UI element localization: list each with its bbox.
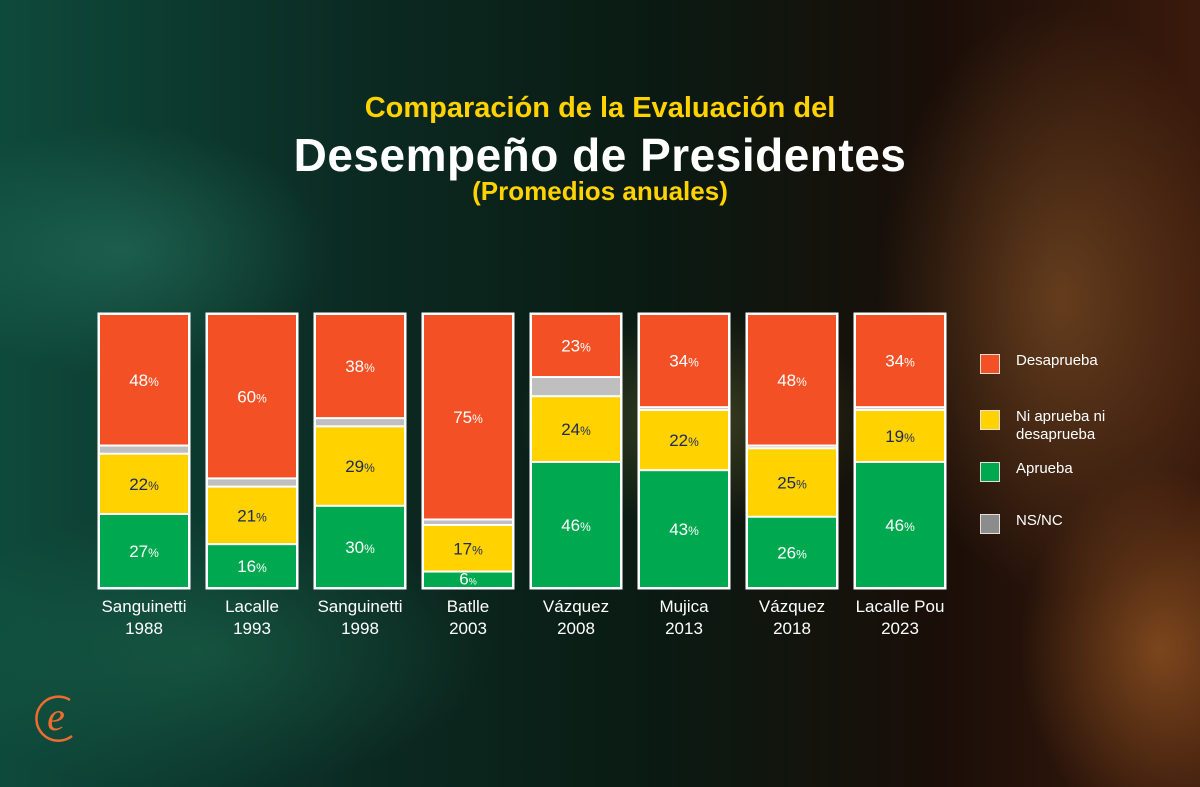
bar-segment-nsnc [640, 408, 728, 409]
bar-segment-aprueba [532, 462, 620, 587]
x-tick-year: 2008 [557, 619, 595, 638]
bar-segment-desaprueba [208, 315, 296, 478]
data-label-desaprueba: 60% [237, 387, 267, 406]
data-label-desaprueba: 38% [345, 357, 375, 376]
data-label-desaprueba: 75% [453, 408, 483, 427]
data-label-ni: 29% [345, 457, 375, 476]
x-tick-year: 1998 [341, 619, 379, 638]
bar-segment-desaprueba [100, 315, 188, 445]
legend-item-aprueba: Aprueba [980, 460, 1156, 482]
title-line-2: Desempeño de Presidentes [293, 129, 907, 181]
x-tick-year: 1988 [125, 619, 163, 638]
legend-label: Ni aprueba ni desaprueba [1016, 408, 1106, 443]
data-label-aprueba: 6% [459, 569, 476, 588]
brand-logo-icon: e [35, 694, 73, 742]
data-label-aprueba: 46% [885, 516, 915, 535]
bar-segment-ni [856, 410, 944, 461]
data-label-ni: 24% [561, 420, 591, 439]
bar-segment-desaprueba [532, 315, 620, 377]
bar-segment-aprueba [316, 506, 404, 587]
title-line-1: Comparación de la Evaluación del [364, 92, 836, 124]
bar-segment-nsnc [316, 419, 404, 426]
bar-segment-ni [316, 427, 404, 505]
x-tick-label: Lacalle [225, 597, 279, 616]
bar-segment-desaprueba [856, 315, 944, 407]
x-tick-year: 2013 [665, 619, 703, 638]
legend-label: Desaprueba [1016, 352, 1098, 369]
bar-segment-nsnc [856, 408, 944, 409]
data-label-ni: 17% [453, 539, 483, 558]
bar-segment-nsnc [100, 446, 188, 453]
x-tick-year: 2023 [881, 619, 919, 638]
bar-segment-aprueba [640, 471, 728, 587]
data-label-ni: 22% [669, 431, 699, 450]
bar-segment-desaprueba [748, 315, 836, 445]
x-tick-year: 1993 [233, 619, 271, 638]
bar-segment-nsnc [208, 479, 296, 486]
legend-swatch-desaprueba [980, 354, 1000, 374]
title-subtitle: (Promedios anuales) [472, 176, 728, 206]
data-label-aprueba: 16% [237, 557, 267, 576]
legend-label: NS/NC [1016, 512, 1063, 529]
data-label-aprueba: 27% [129, 542, 159, 561]
data-label-ni: 21% [237, 507, 267, 526]
bar-segment-desaprueba [316, 315, 404, 418]
legend-swatch-ni [980, 410, 1000, 430]
legend-label: Aprueba [1016, 460, 1073, 477]
bar-segment-ni [640, 410, 728, 470]
bar-segment-aprueba [100, 515, 188, 587]
data-label-ni: 25% [777, 474, 807, 493]
bar-segment-ni [424, 525, 512, 571]
legend-item-ni: Ni aprueba ni desaprueba [980, 408, 1156, 444]
data-label-desaprueba: 48% [129, 371, 159, 390]
data-label-ni: 22% [129, 475, 159, 494]
bar-segment-aprueba [208, 545, 296, 587]
bar-segment-ni [748, 449, 836, 516]
legend-swatch-nsnc [980, 514, 1000, 534]
x-tick-label: Lacalle Pou [856, 597, 945, 616]
legend-swatch-aprueba [980, 462, 1000, 482]
x-tick-label: Vázquez [543, 597, 609, 616]
bar-segment-desaprueba [640, 315, 728, 407]
legend-item-nsnc: NS/NC [980, 512, 1156, 534]
x-tick-label: Sanguinetti [101, 597, 186, 616]
bar-segment-aprueba [748, 517, 836, 587]
x-tick-year: 2003 [449, 619, 487, 638]
bar-segment-nsnc [424, 520, 512, 524]
bar-segment-ni [532, 397, 620, 461]
bar-segment-ni [208, 487, 296, 544]
data-label-desaprueba: 23% [561, 337, 591, 356]
data-label-aprueba: 30% [345, 538, 375, 557]
data-label-desaprueba: 34% [669, 352, 699, 371]
bar-segment-nsnc [532, 378, 620, 396]
bar-segment-aprueba [856, 462, 944, 587]
data-label-aprueba: 26% [777, 544, 807, 563]
x-tick-label: Batlle [447, 597, 490, 616]
data-label-aprueba: 46% [561, 516, 591, 535]
x-tick-label: Sanguinetti [317, 597, 402, 616]
bar-segment-desaprueba [424, 315, 512, 519]
x-tick-label: Vázquez [759, 597, 825, 616]
data-label-aprueba: 43% [669, 520, 699, 539]
data-label-desaprueba: 48% [777, 371, 807, 390]
x-tick-year: 2018 [773, 619, 811, 638]
data-label-desaprueba: 34% [885, 352, 915, 371]
legend-item-desaprueba: Desaprueba [980, 352, 1156, 374]
data-label-ni: 19% [885, 427, 915, 446]
bar-segment-aprueba [424, 572, 512, 587]
logo-glyph: e [47, 694, 65, 739]
x-tick-label: Mujica [659, 597, 709, 616]
bar-segment-ni [100, 454, 188, 514]
bar-segment-nsnc [748, 446, 836, 448]
